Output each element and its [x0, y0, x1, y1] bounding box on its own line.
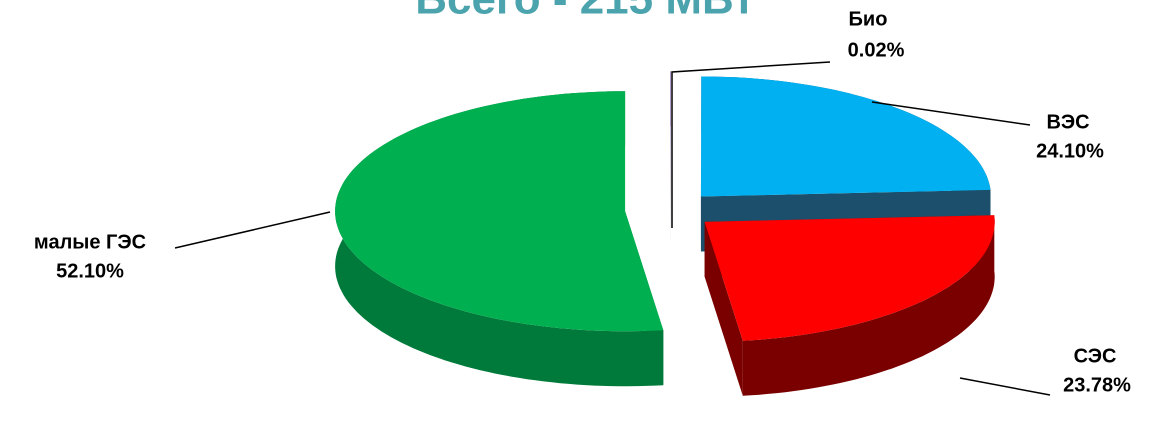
pie-slice — [704, 215, 995, 396]
category-label: ВЭС — [1046, 111, 1089, 133]
chart-title: Всего - 215 МВт — [415, 0, 754, 24]
pie-slice — [335, 91, 664, 387]
slice-top — [704, 215, 995, 341]
value-label: 24.10% — [1036, 140, 1104, 162]
value-label: 0.02% — [848, 39, 905, 61]
pie — [335, 71, 995, 396]
leader-line — [671, 61, 831, 228]
slice-wall — [704, 221, 743, 396]
category-label: Био — [849, 8, 888, 30]
leader-line — [174, 211, 331, 249]
leader-line — [871, 101, 1031, 126]
value-label: 52.10% — [56, 260, 124, 282]
leader-line — [959, 377, 1051, 396]
category-label: малые ГЭС — [34, 231, 146, 253]
category-label: СЭС — [1074, 345, 1117, 367]
slice-top — [335, 91, 664, 332]
slice-side — [742, 215, 995, 396]
slice-top — [700, 76, 991, 197]
value-label: 23.78% — [1063, 374, 1131, 396]
